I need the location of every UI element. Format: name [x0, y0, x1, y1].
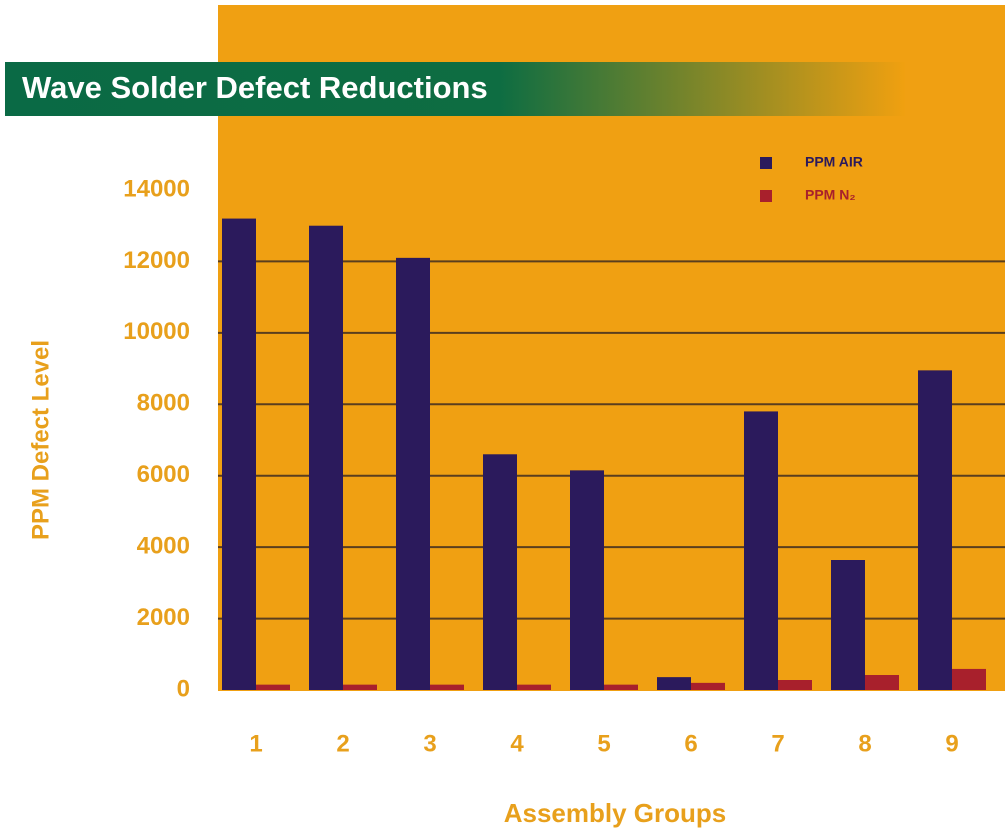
- legend-label: PPM N₂: [805, 187, 856, 203]
- y-tick-label: 14000: [123, 175, 190, 202]
- chart-title: Wave Solder Defect Reductions: [22, 70, 488, 105]
- title-banner: [5, 62, 905, 116]
- bar: [657, 677, 691, 690]
- bar: [865, 675, 899, 690]
- x-tick-label: 5: [597, 730, 610, 757]
- x-tick-label: 9: [945, 730, 958, 757]
- y-tick-label: 10000: [123, 318, 190, 345]
- bar: [483, 454, 517, 690]
- x-tick-label: 8: [858, 730, 871, 757]
- legend-swatch: [760, 157, 772, 169]
- y-tick-label: 8000: [137, 390, 190, 417]
- bar: [744, 411, 778, 690]
- bar: [396, 257, 430, 690]
- x-tick-label: 1: [249, 730, 262, 757]
- y-tick-label: 12000: [123, 247, 190, 274]
- y-tick-label: 6000: [137, 461, 190, 488]
- bar: [778, 680, 812, 690]
- bar: [430, 684, 464, 690]
- bar: [952, 668, 986, 690]
- bar: [570, 470, 604, 690]
- bar: [918, 370, 952, 690]
- x-tick-label: 7: [771, 730, 784, 757]
- legend-label: PPM AIR: [805, 154, 863, 170]
- bar: [256, 684, 290, 690]
- legend-swatch: [760, 190, 772, 202]
- x-tick-label: 2: [336, 730, 349, 757]
- bar: [309, 225, 343, 690]
- x-tick-label: 6: [684, 730, 697, 757]
- bar: [831, 560, 865, 690]
- plot-background: [218, 5, 1005, 691]
- y-tick-label: 4000: [137, 532, 190, 559]
- y-tick-label: 2000: [137, 604, 190, 631]
- bar: [222, 218, 256, 691]
- x-axis-title: Assembly Groups: [504, 798, 727, 828]
- bar: [604, 684, 638, 690]
- bar: [343, 684, 377, 690]
- x-tick-label: 3: [423, 730, 436, 757]
- x-tick-label: 4: [510, 730, 524, 757]
- y-axis-title: PPM Defect Level: [27, 340, 54, 540]
- bar: [691, 682, 725, 690]
- bar: [517, 684, 551, 690]
- y-tick-label: 0: [177, 675, 190, 702]
